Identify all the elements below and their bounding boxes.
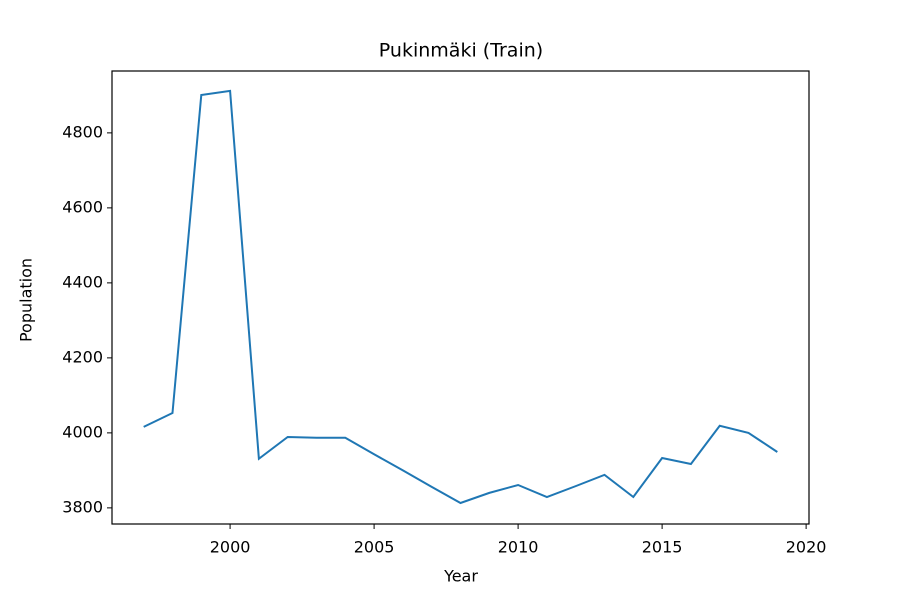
- x-tick-label: 2000: [210, 538, 251, 557]
- y-axis-label: Population: [17, 258, 36, 342]
- y-tick-label: 4200: [62, 347, 103, 366]
- axes-frame: [111, 70, 810, 525]
- y-tick-label: 3800: [62, 497, 103, 516]
- chart-title: Pukinmäki (Train): [379, 40, 543, 62]
- x-tick-label: 2020: [786, 538, 827, 557]
- x-tick-label: 2015: [642, 538, 683, 557]
- plot-area: [143, 89, 778, 505]
- y-tick-label: 4800: [62, 122, 103, 141]
- x-tick-label: 2005: [354, 538, 395, 557]
- y-tick-label: 4400: [62, 272, 103, 291]
- x-tick-label: 2010: [498, 538, 539, 557]
- y-tick-label: 4000: [62, 422, 103, 441]
- y-tick-label: 4600: [62, 197, 103, 216]
- data-line: [143, 89, 778, 505]
- x-axis-label: Year: [443, 567, 478, 586]
